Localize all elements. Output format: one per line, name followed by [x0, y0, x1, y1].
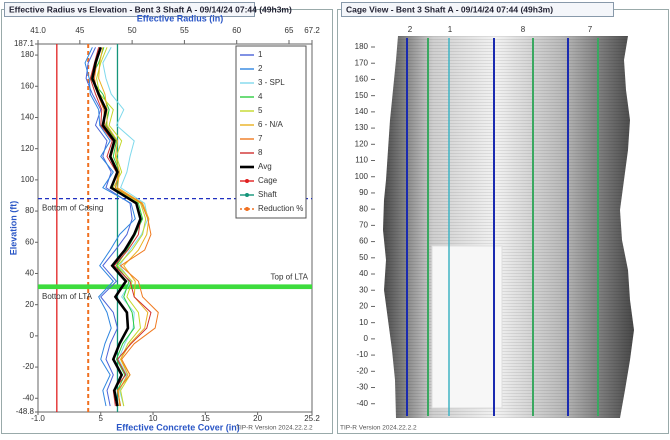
x-bottom-axis-title: Effective Concrete Cover (in)	[116, 422, 240, 432]
legend-label: 8	[258, 148, 263, 157]
y-tick-label: 70	[359, 220, 368, 229]
lta-void	[432, 246, 502, 408]
screen: Effective Radius vs Elevation - Bent 3 S…	[0, 0, 670, 435]
y-axis-title: Elevation (ft)	[8, 201, 18, 256]
x-bottom-tick-label: 15	[201, 414, 210, 423]
x-bottom-tick-label: 25.2	[304, 414, 320, 423]
version-text: TIP-R Version 2024.22.2.2	[236, 425, 313, 432]
y-tick-label: -10	[356, 350, 368, 359]
legend-label: Reduction %	[258, 204, 303, 213]
y-tick-label: 60	[359, 237, 368, 246]
y-tick-label: 40	[25, 269, 34, 278]
y-tick-label: -30	[356, 383, 368, 392]
y-tick-label: -48.8	[16, 407, 35, 416]
annotation: Bottom of LTA	[42, 292, 93, 301]
annotation: Top of LTA	[271, 273, 309, 282]
legend-label: 4	[258, 92, 263, 101]
x-top-tick-label: 67.2	[304, 26, 320, 35]
legend-dot	[245, 179, 249, 183]
y-tick-label: 50	[359, 253, 368, 262]
version-text: TIP-R Version 2024.22.2.2	[340, 425, 417, 432]
legend-label: Cage	[258, 176, 278, 185]
y-tick-label: 40	[359, 269, 368, 278]
tube-label: 2	[408, 25, 413, 34]
x-bottom-tick-label: 10	[149, 414, 158, 423]
y-tick-label: 180	[21, 50, 35, 59]
x-top-tick-label: 50	[128, 26, 137, 35]
y-tick-label: 80	[359, 204, 368, 213]
y-tick-label: 170	[355, 58, 369, 67]
x-top-tick-label: 60	[232, 26, 241, 35]
legend-label: Avg	[258, 162, 272, 171]
y-tick-label: -40	[356, 399, 368, 408]
x-top-tick-label: 41.0	[30, 26, 46, 35]
tube-label: 7	[588, 25, 593, 34]
y-tick-label: -20	[356, 366, 368, 375]
x-bottom-tick-label: 20	[253, 414, 262, 423]
x-top-tick-label: 55	[180, 26, 189, 35]
y-tick-label: 90	[359, 188, 368, 197]
y-tick-label: 120	[355, 139, 369, 148]
y-tick-label: -40	[22, 393, 34, 402]
legend-label: 6 - N/A	[258, 120, 284, 129]
tube-label: 1	[448, 25, 453, 34]
y-tick-label: 140	[21, 113, 35, 122]
legend-label: 1	[258, 50, 263, 59]
legend-label: 3 - SPL	[258, 78, 285, 87]
lta-band	[38, 284, 312, 289]
y-tick-label: 60	[25, 237, 34, 246]
legend-label: 7	[258, 134, 263, 143]
x-bottom-tick-label: 5	[99, 414, 104, 423]
tube-label: 8	[521, 25, 526, 34]
y-tick-label: 160	[355, 75, 369, 84]
x-top-axis-title: Effective Radius (in)	[137, 13, 224, 23]
legend-dot	[245, 207, 249, 211]
y-tick-label: 160	[21, 81, 35, 90]
x-top-tick-label: 45	[75, 26, 84, 35]
y-tick-label: 0	[30, 331, 35, 340]
y-tick-label: 10	[359, 318, 368, 327]
y-tick-label: 30	[359, 285, 368, 294]
shaft-texture	[383, 36, 634, 418]
y-tick-label: 140	[355, 107, 369, 116]
y-tick-label: 130	[355, 123, 369, 132]
annotation: Bottom of Casing	[42, 204, 103, 213]
y-tick-label: 187.1	[14, 39, 35, 48]
y-tick-label: 20	[25, 300, 34, 309]
legend-dot	[245, 193, 249, 197]
y-tick-label: 100	[21, 175, 35, 184]
y-tick-label: 150	[355, 91, 369, 100]
x-top-tick-label: 65	[285, 26, 294, 35]
right-title: Cage View - Bent 3 Shaft A - 09/14/24 07…	[346, 4, 553, 14]
y-tick-label: 120	[21, 144, 35, 153]
y-tick-label: 0	[364, 334, 369, 343]
y-tick-label: 100	[355, 172, 369, 181]
y-tick-label: 180	[355, 42, 369, 51]
legend-label: 5	[258, 106, 263, 115]
y-tick-label: 80	[25, 206, 34, 215]
legend-label: 2	[258, 64, 263, 73]
y-tick-label: -20	[22, 362, 34, 371]
y-tick-label: 20	[359, 302, 368, 311]
y-tick-label: 110	[355, 156, 368, 165]
legend-label: Shaft	[258, 190, 277, 199]
